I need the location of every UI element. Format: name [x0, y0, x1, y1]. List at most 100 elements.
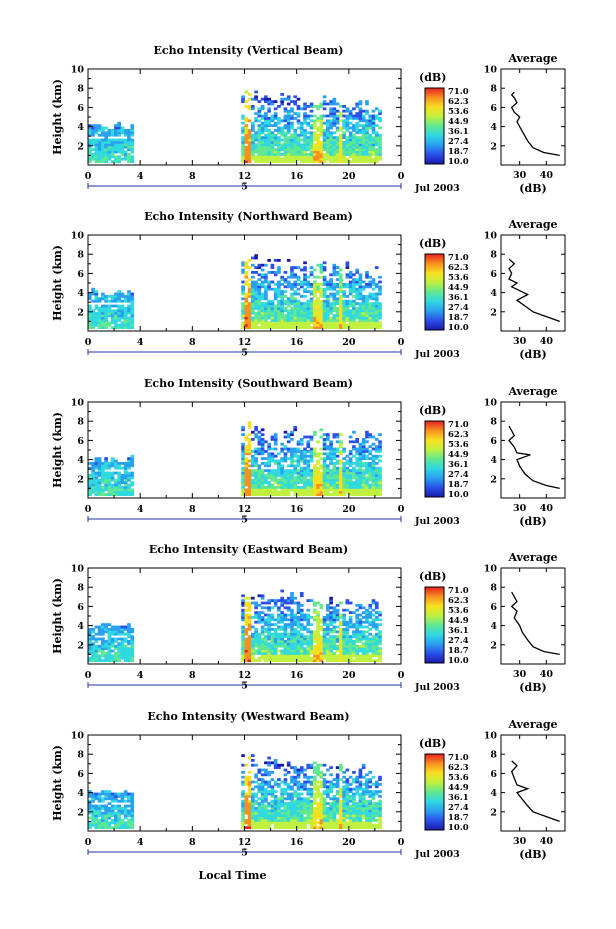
- heatmap-cell: [267, 654, 271, 658]
- heatmap-cell: [257, 826, 262, 829]
- heatmap-cell: [241, 652, 245, 655]
- heatmap-cell: [348, 478, 353, 482]
- heatmap-cell: [270, 640, 275, 643]
- heatmap-cell: [114, 133, 118, 137]
- y-axis-label: Height (km): [51, 578, 64, 654]
- heatmap-cell: [326, 493, 330, 496]
- heatmap-cell: [247, 493, 252, 496]
- heatmap-cell: [286, 488, 291, 492]
- heatmap-cell: [260, 307, 265, 310]
- heatmap-cell: [283, 623, 288, 626]
- heatmap-cell: [107, 157, 112, 161]
- heatmap-cell: [127, 307, 131, 310]
- heatmap-cell: [326, 321, 330, 325]
- heatmap-cell: [244, 275, 249, 279]
- heatmap-cell: [319, 290, 324, 293]
- heatmap-cell: [342, 105, 346, 108]
- heatmap-cell: [283, 823, 288, 827]
- heatmap-cell: [378, 488, 382, 492]
- heatmap-cell: [127, 490, 131, 494]
- heatmap-cell: [335, 474, 340, 477]
- heatmap-cell: [332, 299, 337, 303]
- heatmap-cell: [326, 606, 330, 610]
- heatmap-cell: [264, 481, 268, 484]
- heatmap-cell: [286, 119, 291, 123]
- heatmap-cell: [326, 642, 330, 646]
- heatmap-cell: [361, 642, 366, 646]
- heatmap-cell: [264, 287, 268, 291]
- heatmap-cell: [286, 138, 291, 142]
- heatmap-cell: [110, 821, 115, 825]
- heatmap-cell: [254, 295, 258, 298]
- heatmap-cell: [365, 649, 369, 653]
- heatmap-cell: [352, 644, 356, 648]
- heatmap-cell: [260, 601, 265, 605]
- y-tick-label: 6: [77, 602, 84, 613]
- heatmap-cell: [94, 471, 99, 475]
- heatmap-cell: [260, 596, 265, 600]
- heatmap-cell: [273, 309, 278, 313]
- heatmap-cell: [378, 309, 382, 313]
- heatmap-cell: [371, 124, 376, 127]
- heatmap-cell: [332, 433, 337, 436]
- heatmap-cell: [332, 640, 337, 643]
- heatmap-cell: [127, 486, 131, 489]
- heatmap-cell: [342, 483, 346, 487]
- heatmap-cell: [335, 297, 340, 301]
- heatmap-cell: [355, 102, 360, 106]
- heatmap-cell: [241, 297, 245, 301]
- heatmap-cell: [244, 623, 249, 626]
- heatmap-cell: [251, 450, 255, 453]
- heatmap-cell: [293, 493, 298, 496]
- heatmap-cell: [277, 640, 281, 643]
- heatmap-cell: [270, 799, 275, 803]
- heatmap-cell: [270, 266, 275, 269]
- heatmap-cell: [101, 486, 105, 489]
- heatmap-cell: [97, 821, 102, 825]
- heatmap-cell: [251, 814, 255, 817]
- heatmap-cell: [247, 469, 252, 472]
- heatmap-cell: [322, 640, 327, 643]
- heatmap-cell: [114, 143, 118, 147]
- heatmap-cell: [264, 826, 268, 829]
- heatmap-cell: [368, 644, 373, 648]
- heatmap-cell: [348, 635, 353, 638]
- heatmap-cell: [244, 295, 249, 298]
- heatmap-cell: [352, 114, 356, 118]
- heatmap-cell: [257, 785, 262, 789]
- heatmap-cell: [293, 454, 298, 458]
- heatmap-cell: [244, 596, 249, 600]
- heatmap-cell: [329, 469, 333, 472]
- heatmap-cell: [358, 452, 363, 456]
- heatmap-cell: [270, 309, 275, 313]
- heatmap-cell: [332, 469, 337, 472]
- heatmap-cell: [130, 811, 135, 815]
- heatmap-cell: [303, 486, 307, 489]
- heatmap-cell: [130, 819, 135, 822]
- heatmap-cell: [254, 814, 258, 817]
- heatmap-cell: [303, 148, 307, 151]
- heatmap-cell: [355, 112, 360, 115]
- heatmap-cell: [251, 454, 255, 458]
- heatmap-cell: [264, 150, 268, 154]
- heatmap-cell: [352, 319, 356, 322]
- heatmap-cell: [322, 95, 327, 99]
- heatmap-cell: [361, 148, 366, 151]
- heatmap-cell: [257, 150, 262, 154]
- heatmap-cell: [120, 295, 125, 298]
- heatmap-cell: [296, 656, 301, 660]
- heatmap-cell: [280, 138, 285, 142]
- heatmap-cell: [254, 642, 258, 646]
- heatmap-cell: [358, 283, 363, 286]
- average-title: Average: [507, 385, 557, 398]
- heatmap-cell: [286, 153, 291, 156]
- heatmap-cell: [247, 795, 252, 798]
- heatmap-cell: [267, 462, 271, 465]
- heatmap-cell: [283, 469, 288, 472]
- heatmap-cell: [277, 644, 281, 648]
- heatmap-cell: [316, 481, 320, 484]
- colorbar-label: 53.6: [448, 606, 469, 616]
- heatmap-cell: [326, 608, 330, 612]
- heatmap-cell: [306, 153, 311, 156]
- heatmap-cell: [114, 124, 118, 127]
